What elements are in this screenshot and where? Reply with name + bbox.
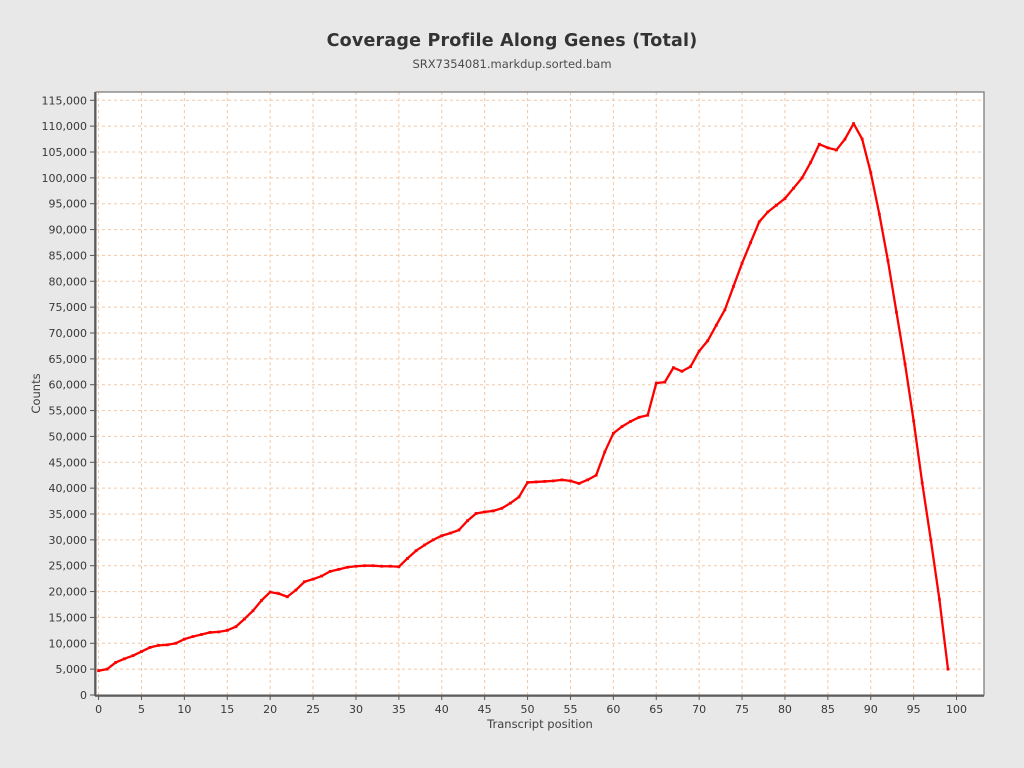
y-tick-label: 40,000 <box>49 482 88 495</box>
y-tick-label: 75,000 <box>49 301 88 314</box>
gridlines <box>96 92 984 696</box>
x-tick-label: 25 <box>306 703 320 716</box>
x-tick-label: 60 <box>606 703 620 716</box>
x-tick-label: 90 <box>864 703 878 716</box>
y-tick-label: 90,000 <box>49 224 88 237</box>
y-tick-label: 105,000 <box>42 146 88 159</box>
x-tick-label: 50 <box>521 703 535 716</box>
x-tick-label: 70 <box>692 703 706 716</box>
y-tick-label: 5,000 <box>56 663 88 676</box>
y-tick-label: 70,000 <box>49 327 88 340</box>
y-tick-label: 65,000 <box>49 353 88 366</box>
y-tick-label: 110,000 <box>42 120 88 133</box>
x-tick-label: 30 <box>349 703 363 716</box>
y-tick-label: 85,000 <box>49 249 88 262</box>
x-tick-label: 95 <box>907 703 921 716</box>
x-tick-label: 35 <box>392 703 406 716</box>
x-tick-label: 65 <box>649 703 663 716</box>
x-tick-label: 0 <box>95 703 102 716</box>
x-tick-label: 85 <box>821 703 835 716</box>
y-tick-label: 0 <box>80 689 87 702</box>
y-tick-label: 35,000 <box>49 508 88 521</box>
chart-subtitle: SRX7354081.markdup.sorted.bam <box>412 57 612 71</box>
x-tick-label: 40 <box>435 703 449 716</box>
y-tick-label: 10,000 <box>49 637 88 650</box>
y-tick-label: 45,000 <box>49 456 88 469</box>
x-tick-label: 15 <box>220 703 234 716</box>
y-tick-label: 115,000 <box>42 94 88 107</box>
x-tick-label: 55 <box>563 703 577 716</box>
y-tick-label: 80,000 <box>49 275 88 288</box>
x-tick-label: 20 <box>263 703 277 716</box>
axis-lines <box>94 92 984 697</box>
coverage-line <box>97 122 950 672</box>
y-tick-label: 100,000 <box>42 172 88 185</box>
x-tick-label: 100 <box>946 703 967 716</box>
y-tick-label: 60,000 <box>49 379 88 392</box>
x-tick-label: 75 <box>735 703 749 716</box>
y-tick-label: 50,000 <box>49 430 88 443</box>
x-tick-label: 45 <box>478 703 492 716</box>
x-tick-label: 80 <box>778 703 792 716</box>
data-point-markers <box>97 122 950 673</box>
tick-marks <box>90 99 958 700</box>
y-tick-label: 20,000 <box>49 586 88 599</box>
y-axis-label: Counts <box>29 373 43 413</box>
y-tick-label: 55,000 <box>49 405 88 418</box>
plot-border <box>95 91 985 696</box>
y-tick-label: 25,000 <box>49 560 88 573</box>
y-tick-label: 95,000 <box>49 198 88 211</box>
y-tick-label: 30,000 <box>49 534 88 547</box>
x-tick-label: 10 <box>177 703 191 716</box>
x-axis-label: Transcript position <box>486 717 593 731</box>
x-tick-label: 5 <box>138 703 145 716</box>
plot-area <box>96 92 984 695</box>
y-tick-label: 15,000 <box>49 611 88 624</box>
chart-title: Coverage Profile Along Genes (Total) <box>326 31 698 51</box>
tick-labels: 0 5 10 15 20 25 30 35 40 45 50 55 60 65 70 75 80 85 90 95 10… <box>42 94 968 716</box>
